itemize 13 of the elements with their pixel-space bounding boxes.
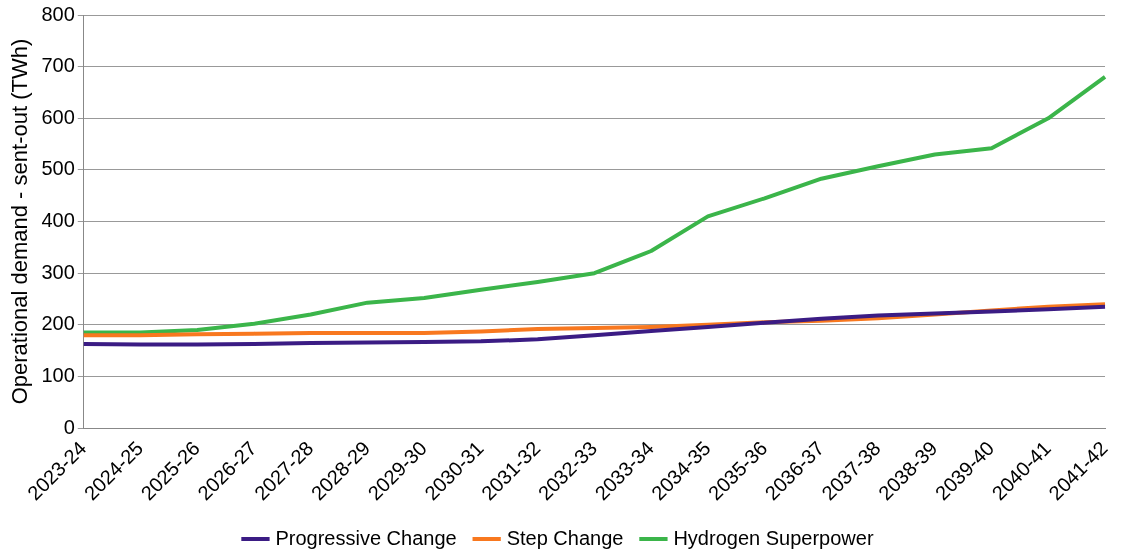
y-tick-label: 800 [41,2,75,25]
legend-label: Hydrogen Superpower [673,526,874,549]
y-tick-label: 600 [41,105,75,128]
y-tick-label: 500 [41,157,75,180]
y-tick-label: 400 [41,209,75,232]
y-tick-label: 200 [41,312,75,335]
legend-label: Progressive Change [275,526,457,549]
y-tick-label: 700 [41,54,75,77]
legend-label: Step Change [506,526,624,549]
y-axis-title: Operational demand - sent-out (TWh) [7,38,33,405]
y-tick-label: 0 [63,415,75,438]
y-tick-label: 300 [41,260,75,283]
y-tick-label: 100 [41,364,75,386]
